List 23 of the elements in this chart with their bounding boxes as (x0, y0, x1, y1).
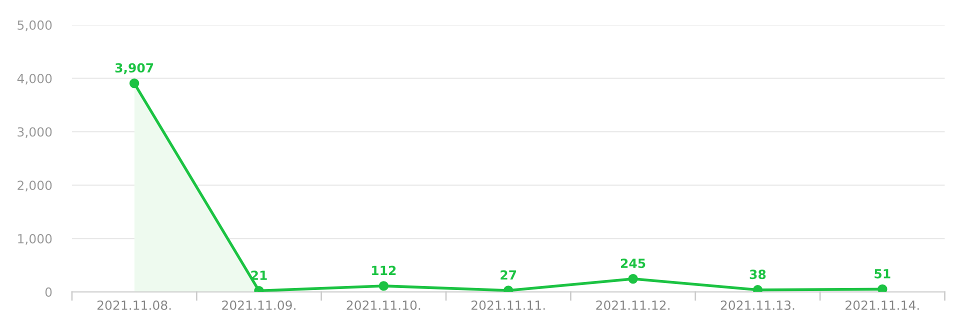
text: 112 (372, 266, 396, 276)
y-tick-label: 4,000 (17, 74, 52, 85)
point (878, 284, 888, 292)
x-tick-label: 2021.11.08. (97, 300, 171, 310)
text: 51 (874, 269, 890, 278)
x-tick-label: 2021.11.12. (596, 300, 670, 310)
y-tick-label: 3,000 (18, 127, 52, 138)
point (378, 281, 389, 291)
point (129, 78, 140, 88)
text: 38 (750, 270, 766, 280)
x-tick-label: 2021.11.11. (472, 300, 545, 310)
x-tick-label: 2021.11.14. (846, 300, 919, 310)
text: 245 (620, 258, 646, 268)
x-tick-label: 2021.11.10. (346, 300, 420, 310)
y-tick-label: 2,000 (18, 180, 52, 192)
x-tick-label: 2021.11.09. (222, 300, 296, 310)
y-tick-label: 5,000 (18, 20, 52, 32)
text: 3,907 (115, 63, 154, 74)
text: 27 (500, 270, 516, 280)
y-tick-label: 1,000 (18, 234, 52, 245)
y-tick-label: 0 (45, 287, 52, 297)
x-tick-label: 2021.11.13. (720, 300, 794, 310)
point (628, 274, 638, 284)
